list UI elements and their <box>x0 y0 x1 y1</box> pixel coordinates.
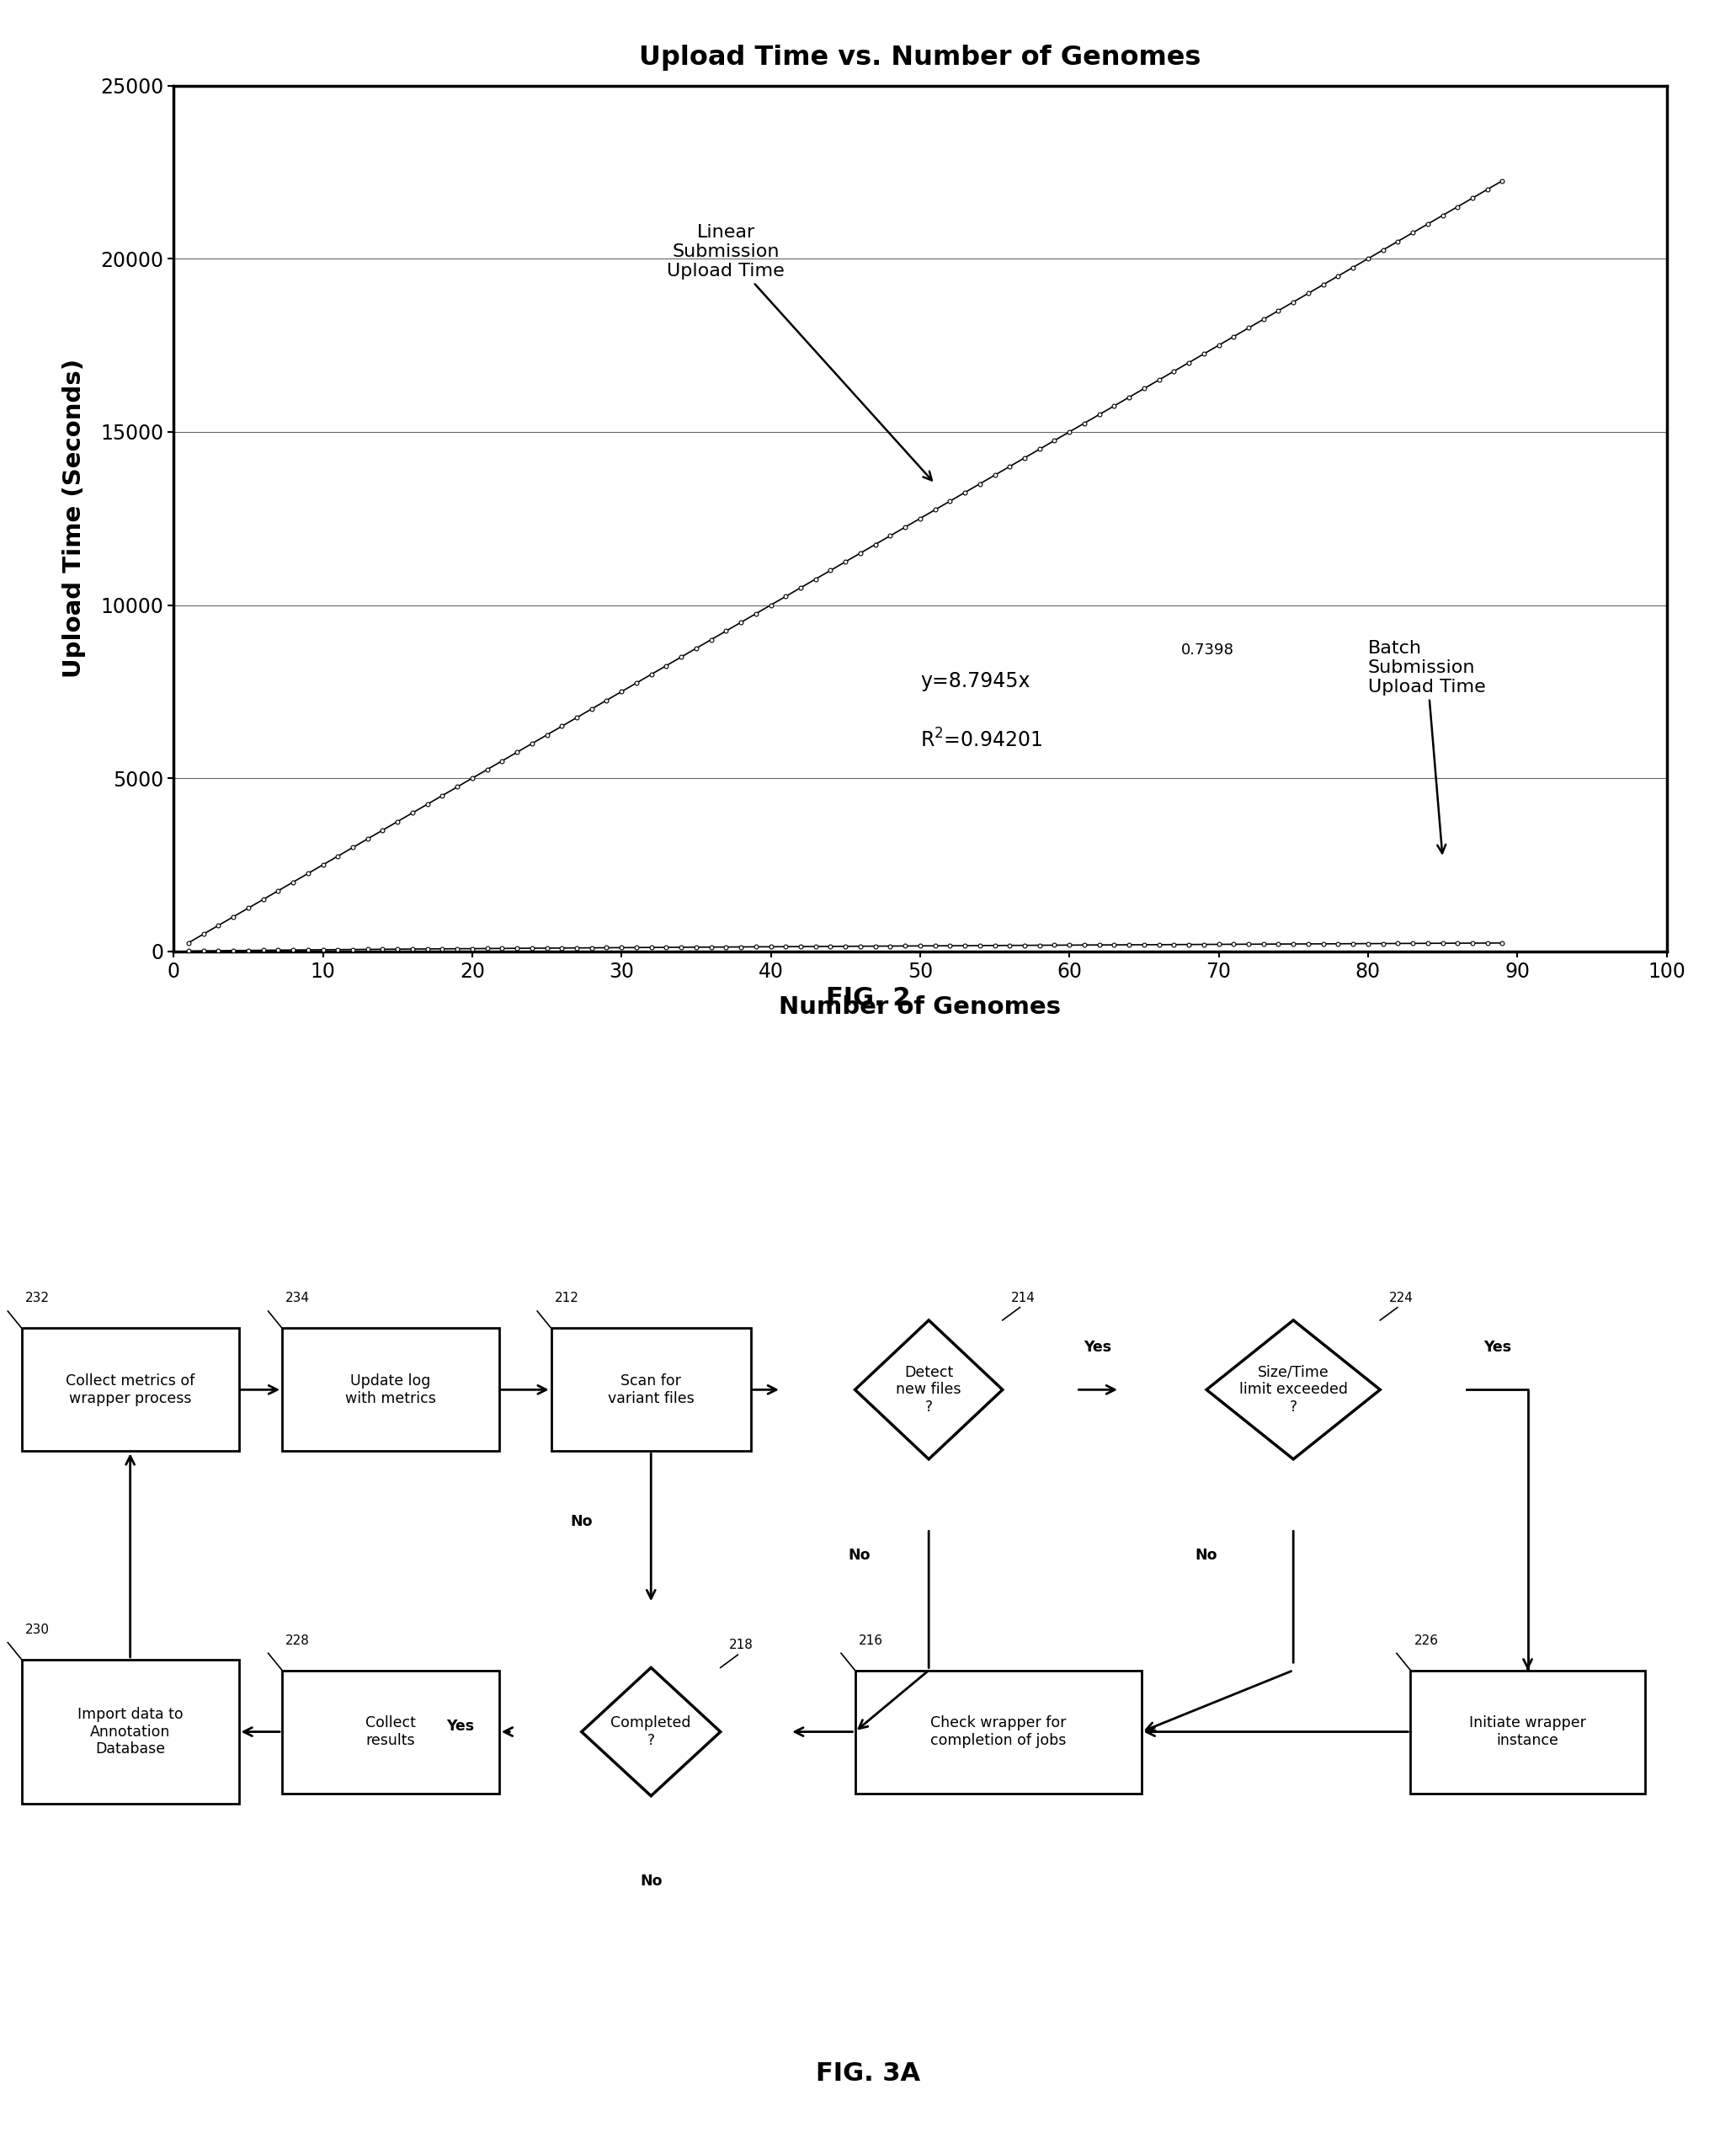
Title: Upload Time vs. Number of Genomes: Upload Time vs. Number of Genomes <box>639 45 1201 71</box>
Polygon shape <box>856 1321 1003 1458</box>
Text: y=8.7945x: y=8.7945x <box>920 671 1029 691</box>
Text: 224: 224 <box>1389 1291 1413 1304</box>
Text: Collect metrics of
wrapper process: Collect metrics of wrapper process <box>66 1373 194 1407</box>
X-axis label: Number of Genomes: Number of Genomes <box>779 996 1061 1020</box>
Text: Linear
Submission
Upload Time: Linear Submission Upload Time <box>667 224 932 481</box>
Text: Initiate wrapper
instance: Initiate wrapper instance <box>1469 1715 1587 1749</box>
Text: No: No <box>571 1514 592 1529</box>
Text: Scan for
variant files: Scan for variant files <box>608 1373 694 1407</box>
FancyBboxPatch shape <box>1410 1670 1646 1794</box>
Text: Size/Time
limit exceeded
?: Size/Time limit exceeded ? <box>1240 1364 1347 1415</box>
Text: Yes: Yes <box>446 1719 474 1734</box>
Text: 0.7398: 0.7398 <box>1180 644 1234 659</box>
FancyBboxPatch shape <box>281 1670 500 1794</box>
Text: 234: 234 <box>285 1291 311 1304</box>
Text: 216: 216 <box>858 1633 884 1646</box>
Text: FIG. 2: FIG. 2 <box>826 986 910 1011</box>
Text: 214: 214 <box>1010 1291 1036 1304</box>
Text: No: No <box>641 1873 661 1890</box>
Text: FIG. 3A: FIG. 3A <box>816 2061 920 2087</box>
FancyBboxPatch shape <box>552 1328 750 1452</box>
Text: Yes: Yes <box>1483 1338 1512 1355</box>
FancyBboxPatch shape <box>854 1670 1142 1794</box>
Text: R$^2$=0.94201: R$^2$=0.94201 <box>920 729 1042 753</box>
Text: Update log
with metrics: Update log with metrics <box>345 1373 436 1407</box>
Text: Import data to
Annotation
Database: Import data to Annotation Database <box>78 1706 182 1757</box>
Text: Yes: Yes <box>1083 1338 1113 1355</box>
Polygon shape <box>1207 1321 1380 1458</box>
FancyBboxPatch shape <box>281 1328 500 1452</box>
Y-axis label: Upload Time (Seconds): Upload Time (Seconds) <box>62 359 87 678</box>
Text: Batch
Submission
Upload Time: Batch Submission Upload Time <box>1368 639 1486 853</box>
Text: 232: 232 <box>24 1291 50 1304</box>
FancyBboxPatch shape <box>21 1328 240 1452</box>
Text: No: No <box>849 1548 870 1563</box>
FancyBboxPatch shape <box>21 1659 240 1804</box>
Text: 226: 226 <box>1413 1633 1439 1646</box>
Text: Completed
?: Completed ? <box>611 1715 691 1749</box>
Text: No: No <box>1196 1548 1217 1563</box>
Text: 228: 228 <box>285 1633 311 1646</box>
Text: Detect
new files
?: Detect new files ? <box>896 1364 962 1415</box>
Text: 230: 230 <box>24 1623 50 1636</box>
Text: 212: 212 <box>556 1291 580 1304</box>
Text: Check wrapper for
completion of jobs: Check wrapper for completion of jobs <box>930 1715 1066 1749</box>
Polygon shape <box>582 1668 720 1796</box>
Text: Collect
results: Collect results <box>365 1715 417 1749</box>
Text: 218: 218 <box>729 1640 753 1651</box>
